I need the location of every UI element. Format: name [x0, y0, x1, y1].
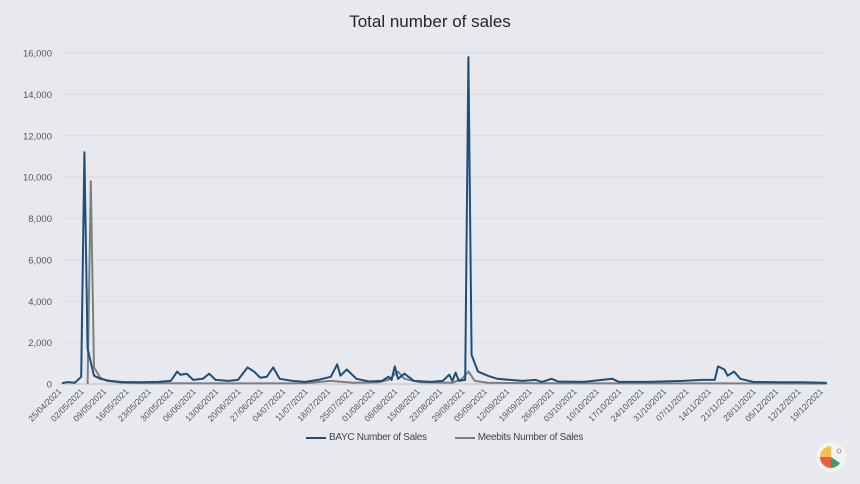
series-line-meebits	[86, 180, 827, 385]
y-tick-label: 2,000	[28, 338, 52, 349]
y-tick-label: 16,000	[23, 49, 52, 60]
legend-label-bayc: BAYC Number of Sales	[329, 432, 427, 443]
y-tick-label: 0	[47, 380, 52, 391]
y-tick-label: 10,000	[23, 173, 52, 184]
legend-item-meebits: Meebits Number of Sales	[454, 432, 584, 443]
legend: BAYC Number of Sales Meebits Number of S…	[306, 432, 583, 443]
brand-logo-icon	[816, 442, 846, 472]
legend-swatch-bayc	[306, 436, 326, 439]
y-tick-label: 8,000	[28, 214, 52, 225]
series-line-bayc	[61, 56, 827, 384]
legend-item-bayc: BAYC Number of Sales	[306, 432, 427, 443]
legend-swatch-meebits	[454, 436, 475, 439]
y-tick-label: 4,000	[28, 297, 52, 308]
y-tick-label: 12,000	[23, 131, 52, 142]
y-tick-label: 14,000	[23, 90, 52, 101]
chart-title: Total number of sales	[349, 12, 511, 31]
y-tick-label: 6,000	[28, 255, 52, 266]
legend-label-meebits: Meebits Number of Sales	[477, 432, 584, 443]
